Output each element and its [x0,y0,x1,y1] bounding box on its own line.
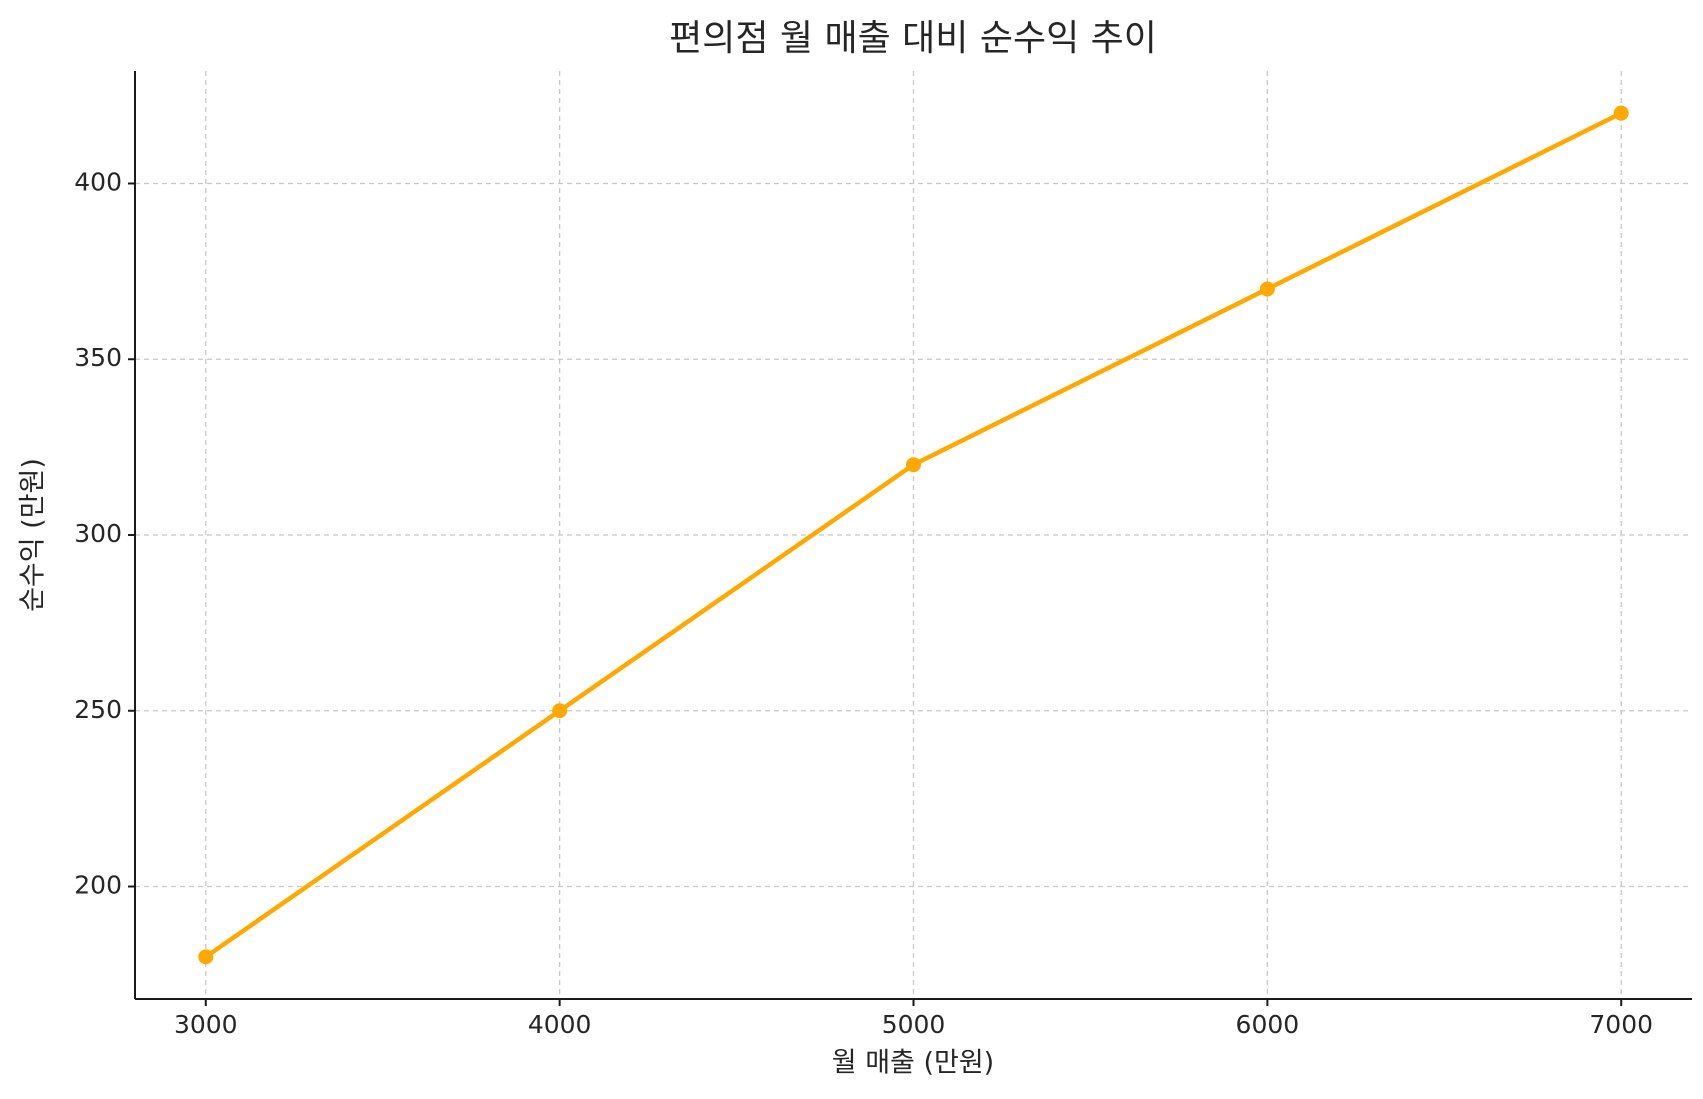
y-tick-label: 350 [74,343,122,372]
data-point [1259,281,1275,297]
x-axis-label: 월 매출 (만원) [832,1048,994,1079]
chart-title: 편의점 월 매출 대비 순수익 추이 [669,18,1157,59]
y-axis-label: 순수익 (만원) [18,458,49,612]
data-point [1613,105,1629,121]
x-tick-label: 3000 [174,1010,238,1039]
data-point [552,703,568,719]
y-tick-label: 400 [74,167,122,196]
data-point [198,949,214,965]
y-tick-label: 250 [74,695,122,724]
data-point [906,457,921,473]
x-tick-label: 5000 [882,1010,946,1039]
x-tick-label: 4000 [528,1010,592,1039]
x-tick-label: 7000 [1589,1010,1653,1039]
x-tick-label: 6000 [1236,1010,1300,1039]
y-tick-label: 200 [74,871,122,900]
y-tick-label: 300 [74,519,122,548]
